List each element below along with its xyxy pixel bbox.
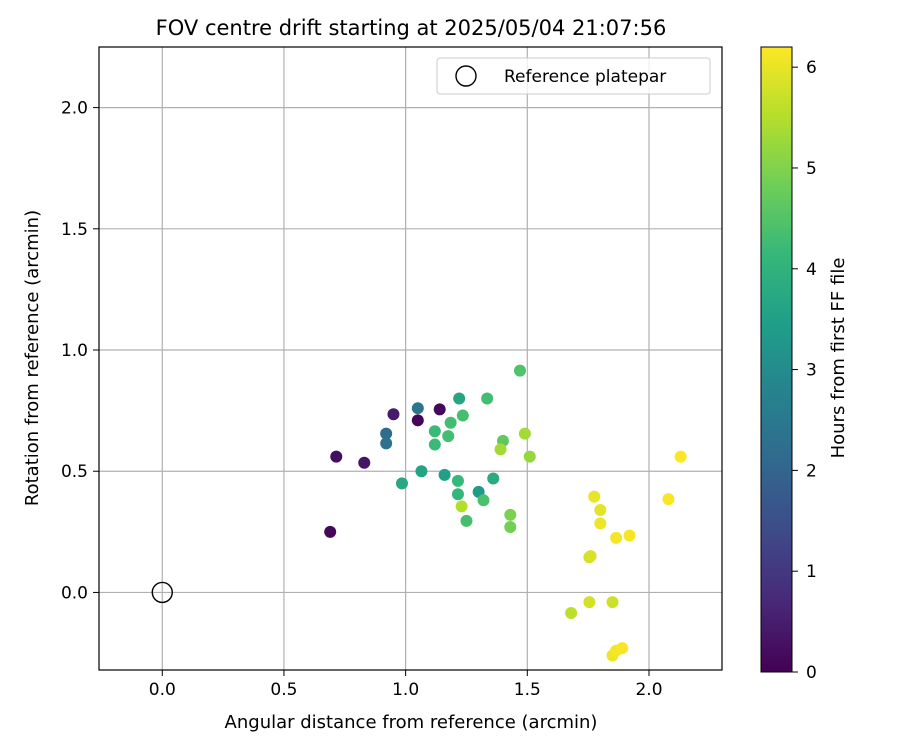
- data-point: [460, 514, 473, 527]
- chart-title: FOV centre drift starting at 2025/05/04 …: [156, 16, 667, 40]
- x-tick-label: 1.5: [514, 680, 541, 700]
- data-point: [616, 642, 629, 655]
- data-point: [487, 472, 500, 485]
- grid: [99, 47, 722, 670]
- data-point: [380, 437, 393, 450]
- x-axis-label: Angular distance from reference (arcmin): [225, 712, 598, 733]
- axis-ticks: 0.0 0.5 1.0 1.5 2.0 0.0 0.5 1.0 1.5 2.0: [61, 99, 663, 700]
- y-tick-label: 0.5: [61, 462, 88, 482]
- x-tick-label: 0.0: [149, 680, 176, 700]
- data-point: [606, 596, 619, 609]
- data-point: [395, 477, 408, 490]
- data-point: [380, 427, 393, 440]
- data-point: [358, 456, 371, 469]
- data-point: [387, 408, 400, 421]
- data-point: [455, 500, 468, 513]
- y-tick-label: 1.0: [61, 341, 88, 361]
- legend: Reference platepar: [436, 57, 711, 95]
- colorbar-scale: [760, 46, 793, 673]
- data-point: [494, 443, 507, 456]
- y-tick-label: 1.5: [61, 220, 88, 240]
- data-point: [674, 450, 687, 463]
- scatter-points: [324, 364, 687, 662]
- data-point: [456, 409, 469, 422]
- data-point: [514, 364, 527, 377]
- data-point: [428, 438, 441, 451]
- data-point: [518, 427, 531, 440]
- legend-frame: [436, 57, 711, 95]
- data-point: [523, 450, 536, 463]
- data-point: [415, 465, 428, 478]
- data-point: [438, 468, 451, 481]
- x-tick-label: 0.5: [270, 680, 297, 700]
- colorbar-tick-label: 0: [806, 663, 817, 683]
- data-point: [324, 525, 337, 538]
- colorbar-tick-label: 2: [806, 461, 817, 481]
- data-point: [330, 450, 343, 463]
- data-point: [583, 596, 596, 609]
- colorbar-tick-label: 3: [806, 361, 817, 381]
- legend-reference-label: Reference platepar: [504, 67, 666, 87]
- colorbar-tick-label: 5: [806, 159, 817, 179]
- data-point: [588, 490, 601, 503]
- plot-frame: [98, 46, 723, 671]
- data-point: [477, 494, 490, 507]
- data-point: [594, 517, 607, 530]
- data-point: [623, 529, 636, 542]
- reference-platepar-marker: [151, 581, 173, 604]
- y-axis-label: Rotation from reference (arcmin): [22, 210, 43, 506]
- colorbar-label: Hours from first FF file: [828, 258, 849, 459]
- colorbar-tick-label: 6: [806, 58, 817, 78]
- colorbar: 0 1 2 3 4 5 6: [760, 46, 817, 683]
- data-point: [610, 531, 623, 544]
- reference-layer: [151, 581, 173, 604]
- data-point: [451, 474, 464, 487]
- data-point: [504, 520, 517, 533]
- data-point: [433, 403, 446, 416]
- data-point: [565, 607, 578, 620]
- data-point: [442, 430, 455, 443]
- data-point: [411, 402, 424, 415]
- x-tick-label: 1.0: [392, 680, 419, 700]
- y-tick-label: 2.0: [61, 99, 88, 119]
- x-tick-label: 2.0: [635, 680, 662, 700]
- data-point: [444, 416, 457, 429]
- legend-reference-marker: [455, 65, 477, 87]
- y-tick-label: 0.0: [61, 583, 88, 603]
- data-point: [662, 493, 675, 506]
- data-point: [504, 508, 517, 521]
- data-point: [584, 550, 597, 563]
- data-point: [428, 425, 441, 438]
- colorbar-tick-label: 1: [806, 562, 817, 582]
- data-point: [411, 414, 424, 427]
- data-point: [451, 488, 464, 501]
- data-point: [453, 392, 466, 405]
- data-point: [481, 392, 494, 405]
- data-point: [594, 504, 607, 517]
- colorbar-tick-label: 4: [806, 260, 817, 280]
